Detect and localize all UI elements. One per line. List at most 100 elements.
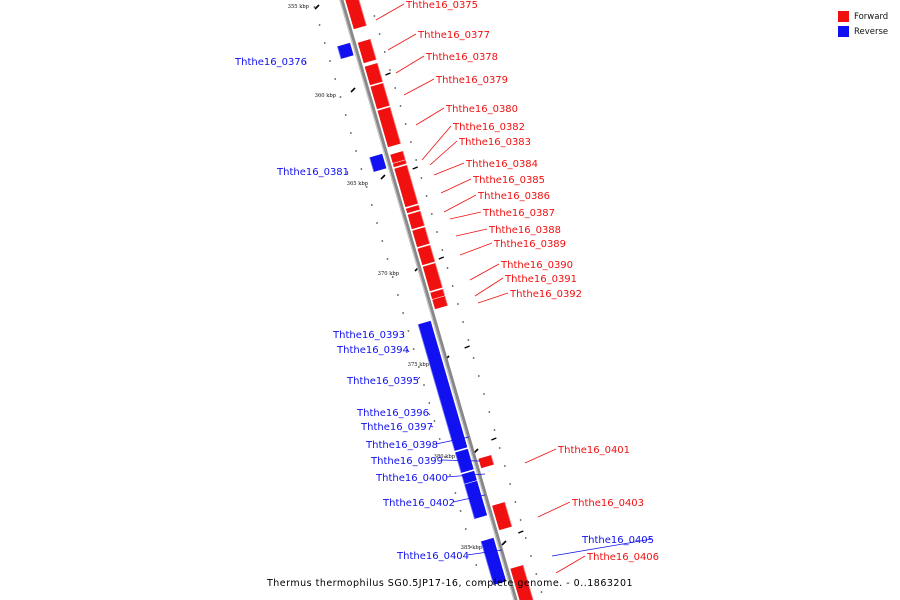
- gene-label-Ththe16_0406[interactable]: Ththe16_0406: [586, 552, 659, 563]
- backbone-highlight: [339, 0, 515, 600]
- scale-dot: [410, 141, 412, 143]
- scale-dot: [423, 384, 425, 386]
- gene-label-Ththe16_0394[interactable]: Ththe16_0394: [336, 345, 409, 356]
- gene-feature-Ththe16_0401[interactable]: [478, 454, 495, 469]
- gene-label-Ththe16_0376[interactable]: Ththe16_0376: [234, 57, 307, 68]
- gene-feature-Ththe16_0380[interactable]: [377, 106, 402, 148]
- gene-feature-Ththe16_0389[interactable]: [417, 244, 436, 266]
- scale-dot: [457, 303, 459, 305]
- scale-dot: [391, 276, 394, 278]
- gene-label-Ththe16_0399[interactable]: Ththe16_0399: [370, 456, 443, 467]
- gene-label-Ththe16_0387[interactable]: Ththe16_0387: [482, 208, 555, 219]
- gene-bevel: [402, 151, 406, 160]
- gene-feature-Ththe16_0376[interactable]: [336, 42, 354, 60]
- scale-dot: [524, 537, 527, 539]
- gene-label-Ththe16_0404[interactable]: Ththe16_0404: [396, 551, 469, 562]
- gene-feature-Ththe16_0383[interactable]: [392, 159, 407, 168]
- gene-label-Ththe16_0378[interactable]: Ththe16_0378: [425, 52, 498, 63]
- gene-label-Ththe16_0383[interactable]: Ththe16_0383: [458, 137, 531, 148]
- backbone-line: [339, 0, 518, 600]
- scale-dot: [373, 15, 376, 17]
- gene-label-Ththe16_0396[interactable]: Ththe16_0396: [356, 408, 429, 419]
- gene-label-Ththe16_0397[interactable]: Ththe16_0397: [360, 422, 433, 433]
- gene-feature-Ththe16_0388[interactable]: [412, 226, 431, 248]
- gene-label-Ththe16_0375[interactable]: Ththe16_0375: [405, 0, 478, 11]
- scale-dot: [444, 456, 446, 458]
- gene-feature-Ththe16_0398[interactable]: [451, 438, 468, 452]
- scale-dot: [404, 123, 407, 125]
- gene-bevel: [389, 107, 402, 144]
- scale-dot: [420, 177, 423, 179]
- label-leader: [443, 194, 477, 213]
- scale-dot: [365, 186, 368, 188]
- label-leader: [537, 501, 571, 518]
- gene-bevel: [358, 0, 368, 26]
- axis-tick-label: 370 kbp: [378, 271, 400, 277]
- gene-feature-Ththe16_0386[interactable]: [405, 204, 421, 214]
- gene-bevel: [376, 63, 384, 82]
- gene-label-Ththe16_0386[interactable]: Ththe16_0386: [477, 191, 550, 202]
- scale-dot: [433, 420, 436, 422]
- label-leader: [304, 60, 307, 65]
- scale-dot: [318, 24, 321, 26]
- gene-label-Ththe16_0381[interactable]: Ththe16_0381: [276, 167, 349, 178]
- gene-label-Ththe16_0388[interactable]: Ththe16_0388: [488, 225, 561, 236]
- scale-dot: [412, 348, 415, 350]
- label-leader: [452, 494, 486, 503]
- gene-feature-Ththe16_0387[interactable]: [407, 210, 425, 230]
- scale-dot: [334, 78, 337, 80]
- gene-feature-Ththe16_0402[interactable]: [464, 480, 488, 520]
- minor-tick: [491, 437, 497, 441]
- gene-label-Ththe16_0391[interactable]: Ththe16_0391: [504, 274, 577, 285]
- label-leader: [406, 348, 410, 353]
- gene-label-Ththe16_0390[interactable]: Ththe16_0390: [500, 260, 573, 271]
- gene-feature-Ththe16_0381[interactable]: [369, 153, 387, 173]
- scale-dot: [428, 402, 431, 404]
- gene-label-Ththe16_0380[interactable]: Ththe16_0380: [445, 104, 518, 115]
- gene-feature-Ththe16_0403[interactable]: [492, 501, 513, 531]
- gene-label-Ththe16_0395[interactable]: Ththe16_0395: [346, 376, 419, 387]
- gene-feature-Ththe16_0385[interactable]: [398, 180, 419, 208]
- gene-label-Ththe16_0402[interactable]: Ththe16_0402: [382, 498, 455, 509]
- gene-feature-Ththe16_0375[interactable]: [344, 0, 367, 30]
- scale-dot: [454, 492, 457, 494]
- gene-bevel: [443, 414, 450, 433]
- gene-label-Ththe16_0401[interactable]: Ththe16_0401: [557, 445, 630, 456]
- gene-bevel: [419, 211, 426, 226]
- gene-label-Ththe16_0398[interactable]: Ththe16_0398: [365, 440, 438, 451]
- scale-dot: [475, 564, 478, 566]
- axis-tick: [501, 540, 507, 546]
- legend-label-reverse: Reverse: [854, 26, 889, 37]
- label-leader: [440, 459, 481, 462]
- gene-bevel: [420, 336, 427, 353]
- label-leader: [395, 55, 425, 74]
- scale-dot: [470, 546, 472, 548]
- gene-feature-Ththe16_0378[interactable]: [364, 62, 384, 86]
- gene-label-Ththe16_0385[interactable]: Ththe16_0385: [472, 175, 545, 186]
- scale-dot: [519, 519, 522, 521]
- gene-label-Ththe16_0384[interactable]: Ththe16_0384: [465, 159, 538, 170]
- gene-feature-Ththe16_0379[interactable]: [370, 82, 391, 110]
- scale-dot: [397, 294, 399, 296]
- gene-bevel: [411, 181, 419, 204]
- gene-label-Ththe16_0377[interactable]: Ththe16_0377: [417, 30, 490, 41]
- gene-label-Ththe16_0389[interactable]: Ththe16_0389: [493, 239, 566, 250]
- gene-feature-Ththe16_0392[interactable]: [432, 295, 449, 310]
- gene-bevel: [444, 296, 449, 306]
- gene-feature-Ththe16_0406[interactable]: [510, 564, 535, 600]
- gene-feature-Ththe16_0377[interactable]: [357, 38, 377, 64]
- gene-label-Ththe16_0379[interactable]: Ththe16_0379: [435, 75, 508, 86]
- gene-label-Ththe16_0392[interactable]: Ththe16_0392: [509, 289, 582, 300]
- label-leader: [555, 555, 586, 574]
- gene-label-Ththe16_0382[interactable]: Ththe16_0382: [452, 122, 525, 133]
- gene-label-Ththe16_0403[interactable]: Ththe16_0403: [571, 498, 644, 509]
- gene-feature-Ththe16_0391[interactable]: [430, 288, 446, 300]
- gene-label-Ththe16_0400[interactable]: Ththe16_0400: [375, 473, 448, 484]
- gene-feature-Ththe16_0382[interactable]: [390, 150, 406, 164]
- gene-feature-Ththe16_0400[interactable]: [461, 470, 477, 485]
- gene-label-Ththe16_0393[interactable]: Ththe16_0393: [332, 330, 405, 341]
- gene-feature-Ththe16_0405[interactable]: [486, 558, 507, 586]
- gene-feature-Ththe16_0390[interactable]: [422, 262, 443, 292]
- scale-dot: [355, 150, 357, 152]
- gene-label-Ththe16_0405[interactable]: Ththe16_0405: [581, 535, 654, 546]
